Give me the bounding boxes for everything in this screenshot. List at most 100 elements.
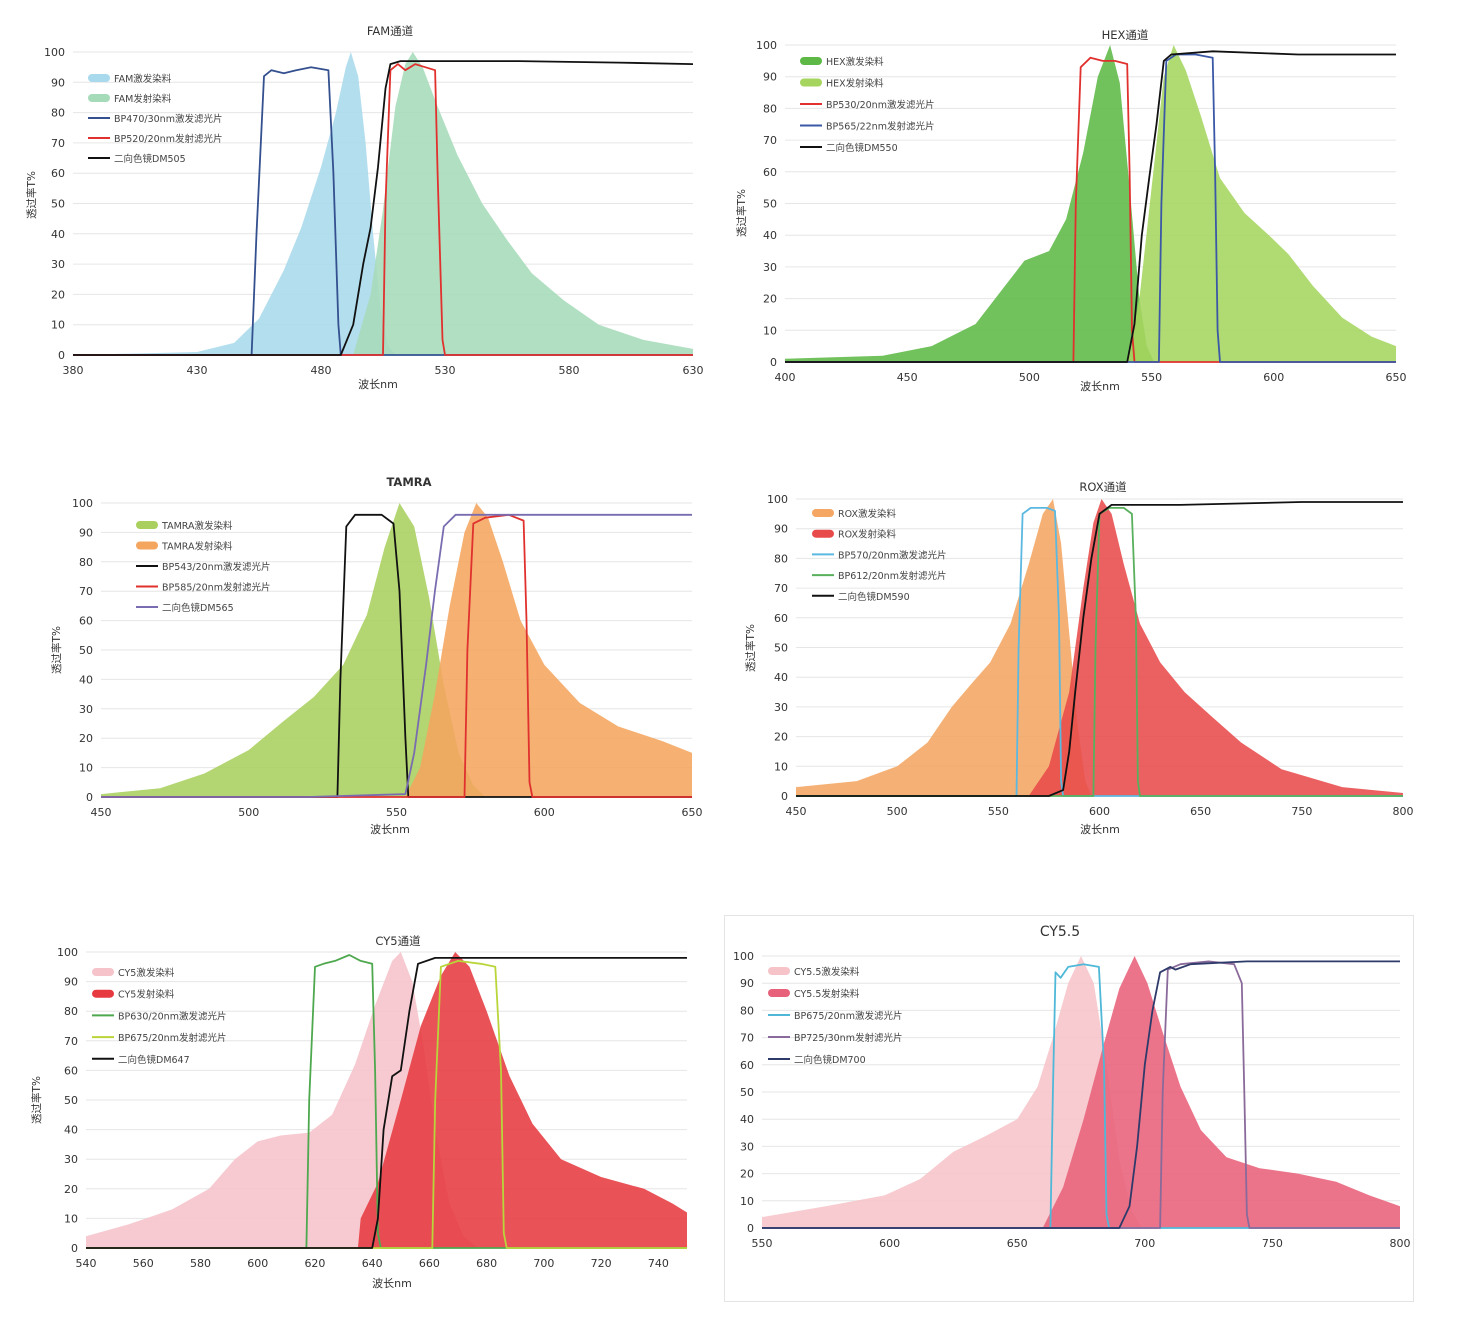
legend-label: ROX发射染料 — [838, 529, 896, 541]
series-area-1 — [357, 952, 687, 1248]
legend-item: CY5发射染料 — [92, 989, 175, 1001]
legend-item: TAMRA激发染料 — [136, 520, 233, 532]
legend-label: BP630/20nm激发滤光片 — [118, 1010, 226, 1022]
x-axis-label: 波长nm — [1080, 380, 1120, 393]
x-axis-label: 波长nm — [372, 1277, 412, 1290]
y-tick-label: 100 — [767, 493, 788, 506]
series-line-2 — [73, 66, 693, 356]
legend-item: ROX激发染料 — [812, 508, 896, 520]
legend-label: BP520/20nm发射滤光片 — [114, 133, 222, 145]
x-axis-label: 波长nm — [358, 378, 398, 391]
series-area-0 — [101, 503, 486, 797]
y-tick-label: 40 — [79, 673, 93, 686]
y-tick-label: 70 — [774, 582, 788, 595]
legend-item: BP530/20nm激发滤光片 — [800, 99, 934, 111]
y-axis-label: 透过率T% — [25, 171, 38, 219]
legend-item: CY5.5发射染料 — [768, 988, 860, 1000]
series-area-0 — [762, 956, 1143, 1228]
y-tick-label: 50 — [740, 1086, 754, 1099]
series-area-1 — [1127, 45, 1396, 362]
x-tick-label: 700 — [1134, 1237, 1155, 1250]
x-tick-label: 650 — [682, 806, 703, 819]
y-tick-label: 20 — [51, 288, 65, 301]
y-tick-label: 40 — [774, 671, 788, 684]
y-tick-label: 30 — [51, 258, 65, 271]
x-axis-label: 波长nm — [370, 823, 410, 836]
legend-swatch — [136, 541, 158, 550]
legend-swatch — [92, 968, 114, 976]
legend-swatch — [136, 521, 158, 529]
legend-item: 二向色镜DM647 — [92, 1054, 190, 1066]
y-tick-label: 20 — [64, 1183, 78, 1196]
series-line-2 — [762, 963, 1400, 1229]
legend-item: 二向色镜DM505 — [88, 153, 186, 165]
y-tick-label: 30 — [79, 703, 93, 716]
y-tick-label: 60 — [774, 612, 788, 625]
y-tick-label: 0 — [58, 349, 65, 362]
x-tick-label: 750 — [1291, 805, 1312, 818]
series-area-1 — [405, 503, 692, 797]
legend-label: BP612/20nm发射滤光片 — [838, 570, 946, 582]
y-tick-label: 0 — [781, 790, 788, 803]
series-line-4 — [785, 50, 1396, 363]
x-tick-label: 640 — [362, 1257, 383, 1270]
series-line-4 — [796, 501, 1403, 797]
legend-label: TAMRA发射染料 — [161, 541, 233, 553]
legend-label: BP565/22nm发射滤光片 — [826, 121, 934, 133]
legend-item: 二向色镜DM590 — [812, 591, 910, 603]
series-area-1 — [1028, 499, 1403, 796]
y-tick-label: 10 — [51, 319, 65, 332]
y-tick-label: 90 — [51, 76, 65, 89]
y-tick-label: 100 — [756, 39, 777, 52]
legend-label: BP543/20nm激发滤光片 — [162, 561, 270, 573]
series-line-3 — [86, 960, 687, 1249]
legend-label: BP530/20nm激发滤光片 — [826, 99, 934, 111]
y-axis-label: 透过率T% — [50, 626, 63, 674]
x-tick-label: 600 — [879, 1237, 900, 1250]
x-tick-label: 550 — [752, 1237, 773, 1250]
x-tick-label: 680 — [476, 1257, 497, 1270]
legend-swatch — [88, 74, 110, 82]
y-tick-label: 70 — [64, 1035, 78, 1048]
y-axis-label: 透过率T% — [735, 189, 748, 237]
y-tick-label: 40 — [740, 1113, 754, 1126]
y-tick-label: 100 — [733, 950, 754, 963]
x-tick-label: 500 — [238, 806, 259, 819]
y-tick-label: 10 — [79, 762, 93, 775]
series-line-4 — [101, 513, 692, 798]
y-tick-label: 0 — [747, 1222, 754, 1235]
chart-4: 0 10 20 30 40 50 60 70 80 90 100 540 560 580 600 620 640… — [30, 934, 687, 1290]
series-line-2 — [101, 513, 692, 798]
legend-item: BP520/20nm发射滤光片 — [88, 133, 222, 145]
x-tick-label: 720 — [591, 1257, 612, 1270]
legend-item: ROX发射染料 — [812, 529, 896, 541]
legend-label: CY5发射染料 — [118, 989, 175, 1001]
legend-item: 二向色镜DM700 — [768, 1054, 866, 1066]
x-tick-label: 550 — [386, 806, 407, 819]
x-tick-label: 380 — [63, 364, 84, 377]
x-tick-label: 650 — [1007, 1237, 1028, 1250]
legend-label: 二向色镜DM565 — [162, 602, 234, 614]
y-tick-label: 50 — [64, 1094, 78, 1107]
legend-item: 二向色镜DM565 — [136, 602, 234, 614]
x-tick-label: 500 — [1019, 371, 1040, 384]
y-tick-label: 80 — [79, 556, 93, 569]
y-tick-label: 70 — [763, 134, 777, 147]
series-line-3 — [796, 506, 1403, 797]
legend-label: TAMRA激发染料 — [161, 520, 233, 532]
legend-swatch — [812, 509, 834, 517]
legend-item: HEX发射染料 — [800, 78, 884, 90]
x-tick-label: 740 — [648, 1257, 669, 1270]
legend-swatch — [800, 78, 822, 87]
y-tick-label: 0 — [71, 1242, 78, 1255]
legend-item: BP470/30nm激发滤光片 — [88, 113, 222, 125]
y-tick-label: 50 — [774, 642, 788, 655]
legend-label: FAM发射染料 — [114, 93, 172, 105]
legend-item: HEX激发染料 — [800, 56, 884, 68]
y-tick-label: 40 — [51, 228, 65, 241]
x-tick-label: 450 — [897, 371, 918, 384]
x-tick-label: 400 — [775, 371, 796, 384]
y-tick-label: 100 — [57, 946, 78, 959]
legend-label: 二向色镜DM505 — [114, 153, 186, 165]
